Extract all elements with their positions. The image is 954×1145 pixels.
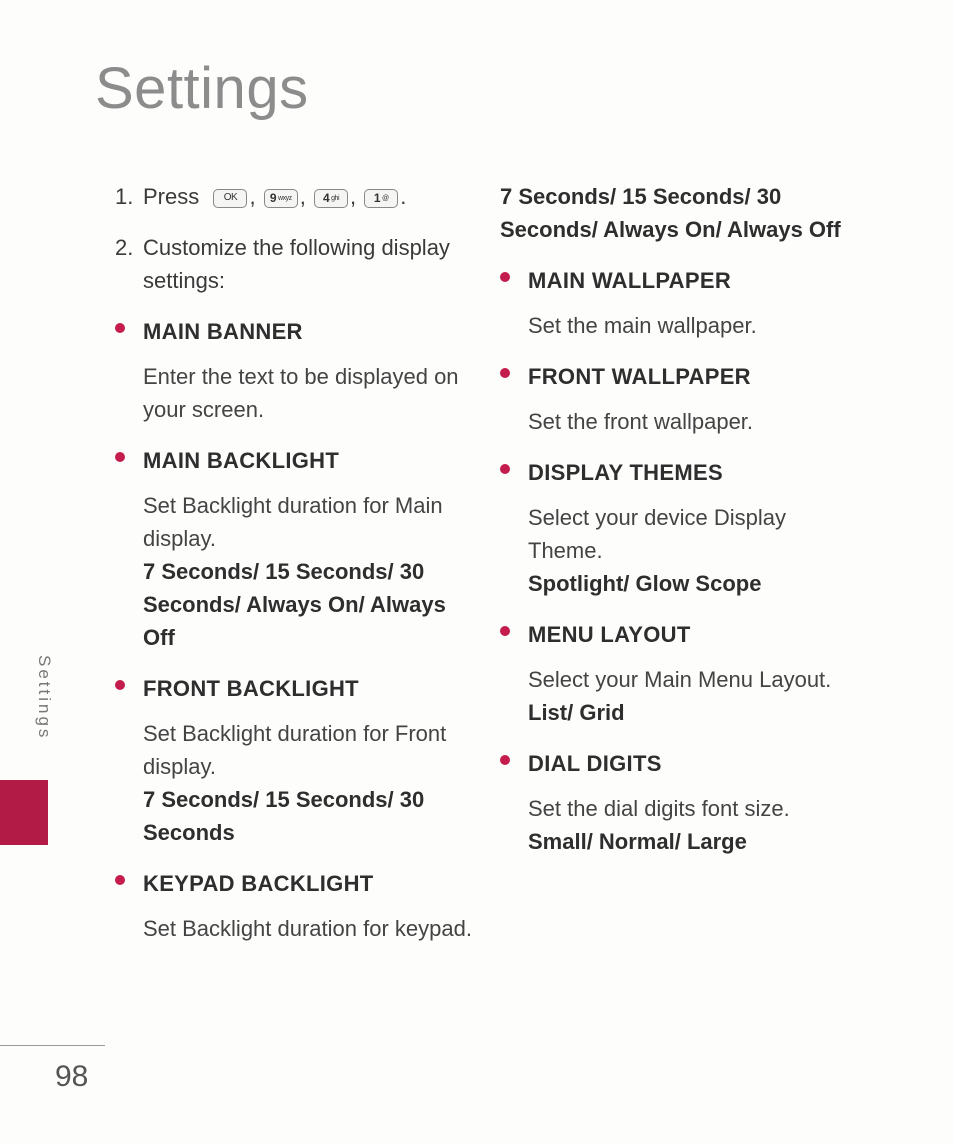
bullet-icon [115,323,125,333]
bullet-heading: MAIN WALLPAPER [528,264,731,297]
ok-key-icon: OK [213,189,247,208]
bullet-heading: FRONT BACKLIGHT [143,672,359,705]
bullet-options: 7 Seconds/ 15 Seconds/ 30 Seconds/ Alway… [143,559,446,650]
bullet-heading: MAIN BACKLIGHT [143,444,339,477]
bullet-icon [500,626,510,636]
bullet-description: Set the front wallpaper. [528,405,860,438]
bullet-heading: DIAL DIGITS [528,747,662,780]
step-number: 2. [115,231,143,297]
bullet-dial-digits: DIAL DIGITS Set the dial digits font siz… [500,747,860,858]
bullet-menu-layout: MENU LAYOUT Select your Main Menu Layout… [500,618,860,729]
section-accent-bar [0,780,48,845]
bullet-description: Set the dial digits font size. Small/ No… [528,792,860,858]
bullet-description: Set Backlight duration for Front display… [143,717,475,849]
four-key-icon: 4ghi [314,189,348,208]
period: . [400,184,406,209]
comma: , [300,184,306,209]
bullet-description: Set the main wallpaper. [528,309,860,342]
bullet-description: Set Backlight duration for Main display.… [143,489,475,654]
side-section-label: Settings [34,655,54,740]
step-body: Press OK, 9wxyz, 4ghi, 1@. [143,180,475,213]
page-title: Settings [95,55,309,122]
bullet-heading: DISPLAY THEMES [528,456,723,489]
bullet-description: Select your device Display Theme. Spotli… [528,501,860,600]
bullet-description: Set Backlight duration for keypad. [143,912,475,945]
bullet-heading: FRONT WALLPAPER [528,360,751,393]
bullet-icon [500,464,510,474]
bullet-main-backlight: MAIN BACKLIGHT Set Backlight duration fo… [115,444,475,654]
bullet-description: Select your Main Menu Layout. List/ Grid [528,663,860,729]
bullet-icon [115,875,125,885]
bullet-main-banner: MAIN BANNER Enter the text to be display… [115,315,475,426]
step-2: 2. Customize the following display setti… [115,231,475,297]
continued-options: 7 Seconds/ 15 Seconds/ 30 Seconds/ Alway… [500,180,860,246]
step-body: Customize the following display settings… [143,231,475,297]
bullet-options: Small/ Normal/ Large [528,829,747,854]
bullet-options: List/ Grid [528,700,625,725]
nine-key-icon: 9wxyz [264,189,298,208]
bullet-front-backlight: FRONT BACKLIGHT Set Backlight duration f… [115,672,475,849]
bullet-icon [500,755,510,765]
step-number: 1. [115,180,143,213]
bullet-heading: MAIN BANNER [143,315,303,348]
comma: , [350,184,356,209]
bullet-icon [500,272,510,282]
bullet-keypad-backlight: KEYPAD BACKLIGHT Set Backlight duration … [115,867,475,945]
right-column: 7 Seconds/ 15 Seconds/ 30 Seconds/ Alway… [500,180,860,866]
step-1: 1. Press OK, 9wxyz, 4ghi, 1@. [115,180,475,213]
bullet-options: Spotlight/ Glow Scope [528,571,761,596]
page-number: 98 [55,1060,88,1094]
comma: , [249,184,255,209]
bullet-main-wallpaper: MAIN WALLPAPER Set the main wallpaper. [500,264,860,342]
bullet-heading: MENU LAYOUT [528,618,691,651]
one-key-icon: 1@ [364,189,398,208]
footer-rule [0,1045,105,1046]
press-label: Press [143,184,199,209]
bullet-description: Enter the text to be displayed on your s… [143,360,475,426]
manual-page: Settings 1. Press OK, 9wxyz, 4ghi, 1@. 2… [0,0,954,1145]
bullet-options: 7 Seconds/ 15 Seconds/ 30 Seconds [143,787,424,845]
bullet-icon [115,680,125,690]
bullet-display-themes: DISPLAY THEMES Select your device Displa… [500,456,860,600]
bullet-icon [500,368,510,378]
left-column: 1. Press OK, 9wxyz, 4ghi, 1@. 2. Customi… [115,180,475,953]
bullet-front-wallpaper: FRONT WALLPAPER Set the front wallpaper. [500,360,860,438]
bullet-icon [115,452,125,462]
bullet-heading: KEYPAD BACKLIGHT [143,867,374,900]
